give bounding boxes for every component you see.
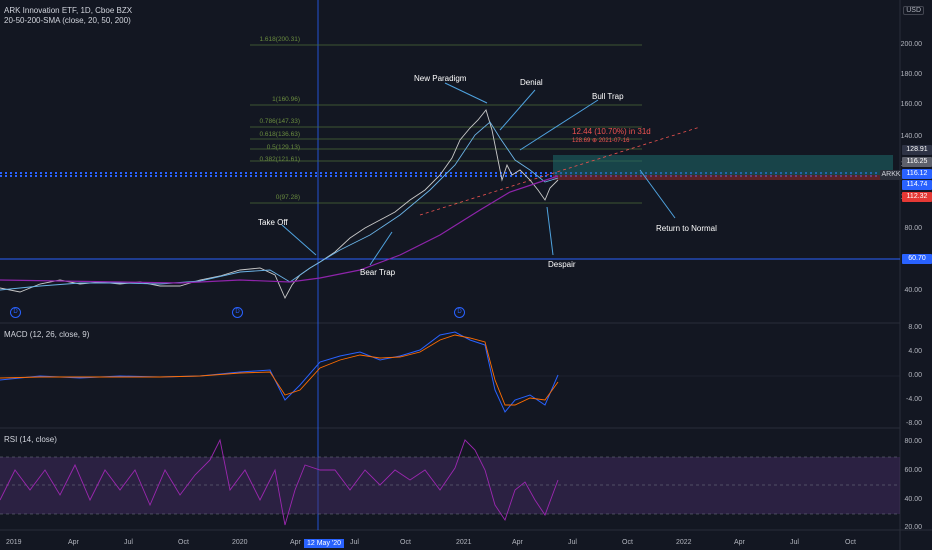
sma-legend[interactable]: 20-50-200-SMA (close, 20, 50, 200) <box>4 16 131 25</box>
macd-signal <box>0 334 559 406</box>
time-axis-label: 2019 <box>6 539 22 546</box>
fib-label: 0.5(129.13) <box>266 144 300 151</box>
price-axis-label: 180.00 <box>900 71 922 78</box>
macd-axis-label: -4.00 <box>906 396 922 403</box>
time-axis-label: Apr <box>512 539 523 546</box>
price-axis-label: 200.00 <box>900 41 922 48</box>
symbol-tag: ARKK <box>880 170 902 180</box>
projection-sub: 128.69 ⊕ 2021-07-16 <box>572 138 630 144</box>
time-axis-label: Oct <box>400 539 411 546</box>
dividend-marker[interactable]: D <box>232 307 243 318</box>
annotation-label: New Paradigm <box>414 74 467 83</box>
time-axis-label: Apr <box>734 539 745 546</box>
annotation-label: Denial <box>520 78 543 87</box>
price-tag: 114.74 <box>902 180 932 190</box>
time-axis-label: 2021 <box>456 539 472 546</box>
time-axis-label: Oct <box>178 539 189 546</box>
time-axis-label: Oct <box>622 539 633 546</box>
fib-label: 1.618(200.31) <box>259 36 300 43</box>
rsi-axis-label: 80.00 <box>904 438 922 445</box>
price-tag: 112.32 <box>902 192 932 202</box>
fib-retracement[interactable] <box>250 44 642 204</box>
time-axis-label: Jul <box>568 539 577 546</box>
macd-legend[interactable]: MACD (12, 26, close, 9) <box>4 330 90 339</box>
time-axis-label: Apr <box>290 539 301 546</box>
price-series <box>0 109 559 300</box>
fib-label: 1(160.96) <box>272 96 300 103</box>
rsi-legend[interactable]: RSI (14, close) <box>4 435 57 444</box>
macd-axis-label: 8.00 <box>908 324 922 331</box>
sma-200 <box>0 175 559 284</box>
time-axis-label: 12 May '20 <box>304 539 345 548</box>
price-tag: 116.12 <box>902 169 932 179</box>
price-axis-label: 160.00 <box>900 101 922 108</box>
trendline[interactable] <box>419 126 701 216</box>
time-axis-label: Apr <box>68 539 79 546</box>
price-tag: 128.91 <box>902 145 932 155</box>
time-axis-label: 2020 <box>232 539 248 546</box>
rsi-axis-label: 20.00 <box>904 524 922 531</box>
time-axis-label: Oct <box>845 539 856 546</box>
time-axis-label: 2022 <box>676 539 692 546</box>
projection-headline: 12.44 (10.70%) in 31d <box>572 127 651 136</box>
macd-axis-label: 0.00 <box>908 372 922 379</box>
macd-line <box>0 331 559 413</box>
macd-axis-label: -8.00 <box>906 420 922 427</box>
fib-label: 0.786(147.33) <box>259 118 300 125</box>
currency-button[interactable]: USD <box>903 6 924 15</box>
annotation-label: Despair <box>548 260 576 269</box>
fib-label: 0.618(136.63) <box>259 131 300 138</box>
annotation-label: Bull Trap <box>592 92 624 101</box>
dividend-marker[interactable]: D <box>10 307 21 318</box>
fib-label: 0(97.28) <box>275 194 300 201</box>
time-axis-label: Jul <box>790 539 799 546</box>
annotation-label: Take Off <box>258 218 288 227</box>
price-axis-label: 40.00 <box>904 287 922 294</box>
dividend-marker[interactable]: D <box>454 307 465 318</box>
annotation-label: Return to Normal <box>656 224 717 233</box>
rsi-axis-label: 40.00 <box>904 496 922 503</box>
macd-axis-label: 4.00 <box>908 348 922 355</box>
symbol-legend[interactable]: ARK Innovation ETF, 1D, Cboe BZX <box>4 6 133 15</box>
projection-box[interactable] <box>553 155 893 175</box>
price-tag: 116.25 <box>902 157 932 167</box>
price-axis-label: 140.00 <box>900 133 922 140</box>
price-axis-label: 80.00 <box>904 225 922 232</box>
time-axis-label: Jul <box>124 539 133 546</box>
fib-label: 0.382(121.61) <box>259 156 300 163</box>
rsi-line <box>0 438 559 526</box>
annotation-label: Bear Trap <box>360 268 396 277</box>
price-tag: 60.70 <box>902 254 932 264</box>
rsi-axis-label: 60.00 <box>904 467 922 474</box>
time-axis-label: Jul <box>350 539 359 546</box>
